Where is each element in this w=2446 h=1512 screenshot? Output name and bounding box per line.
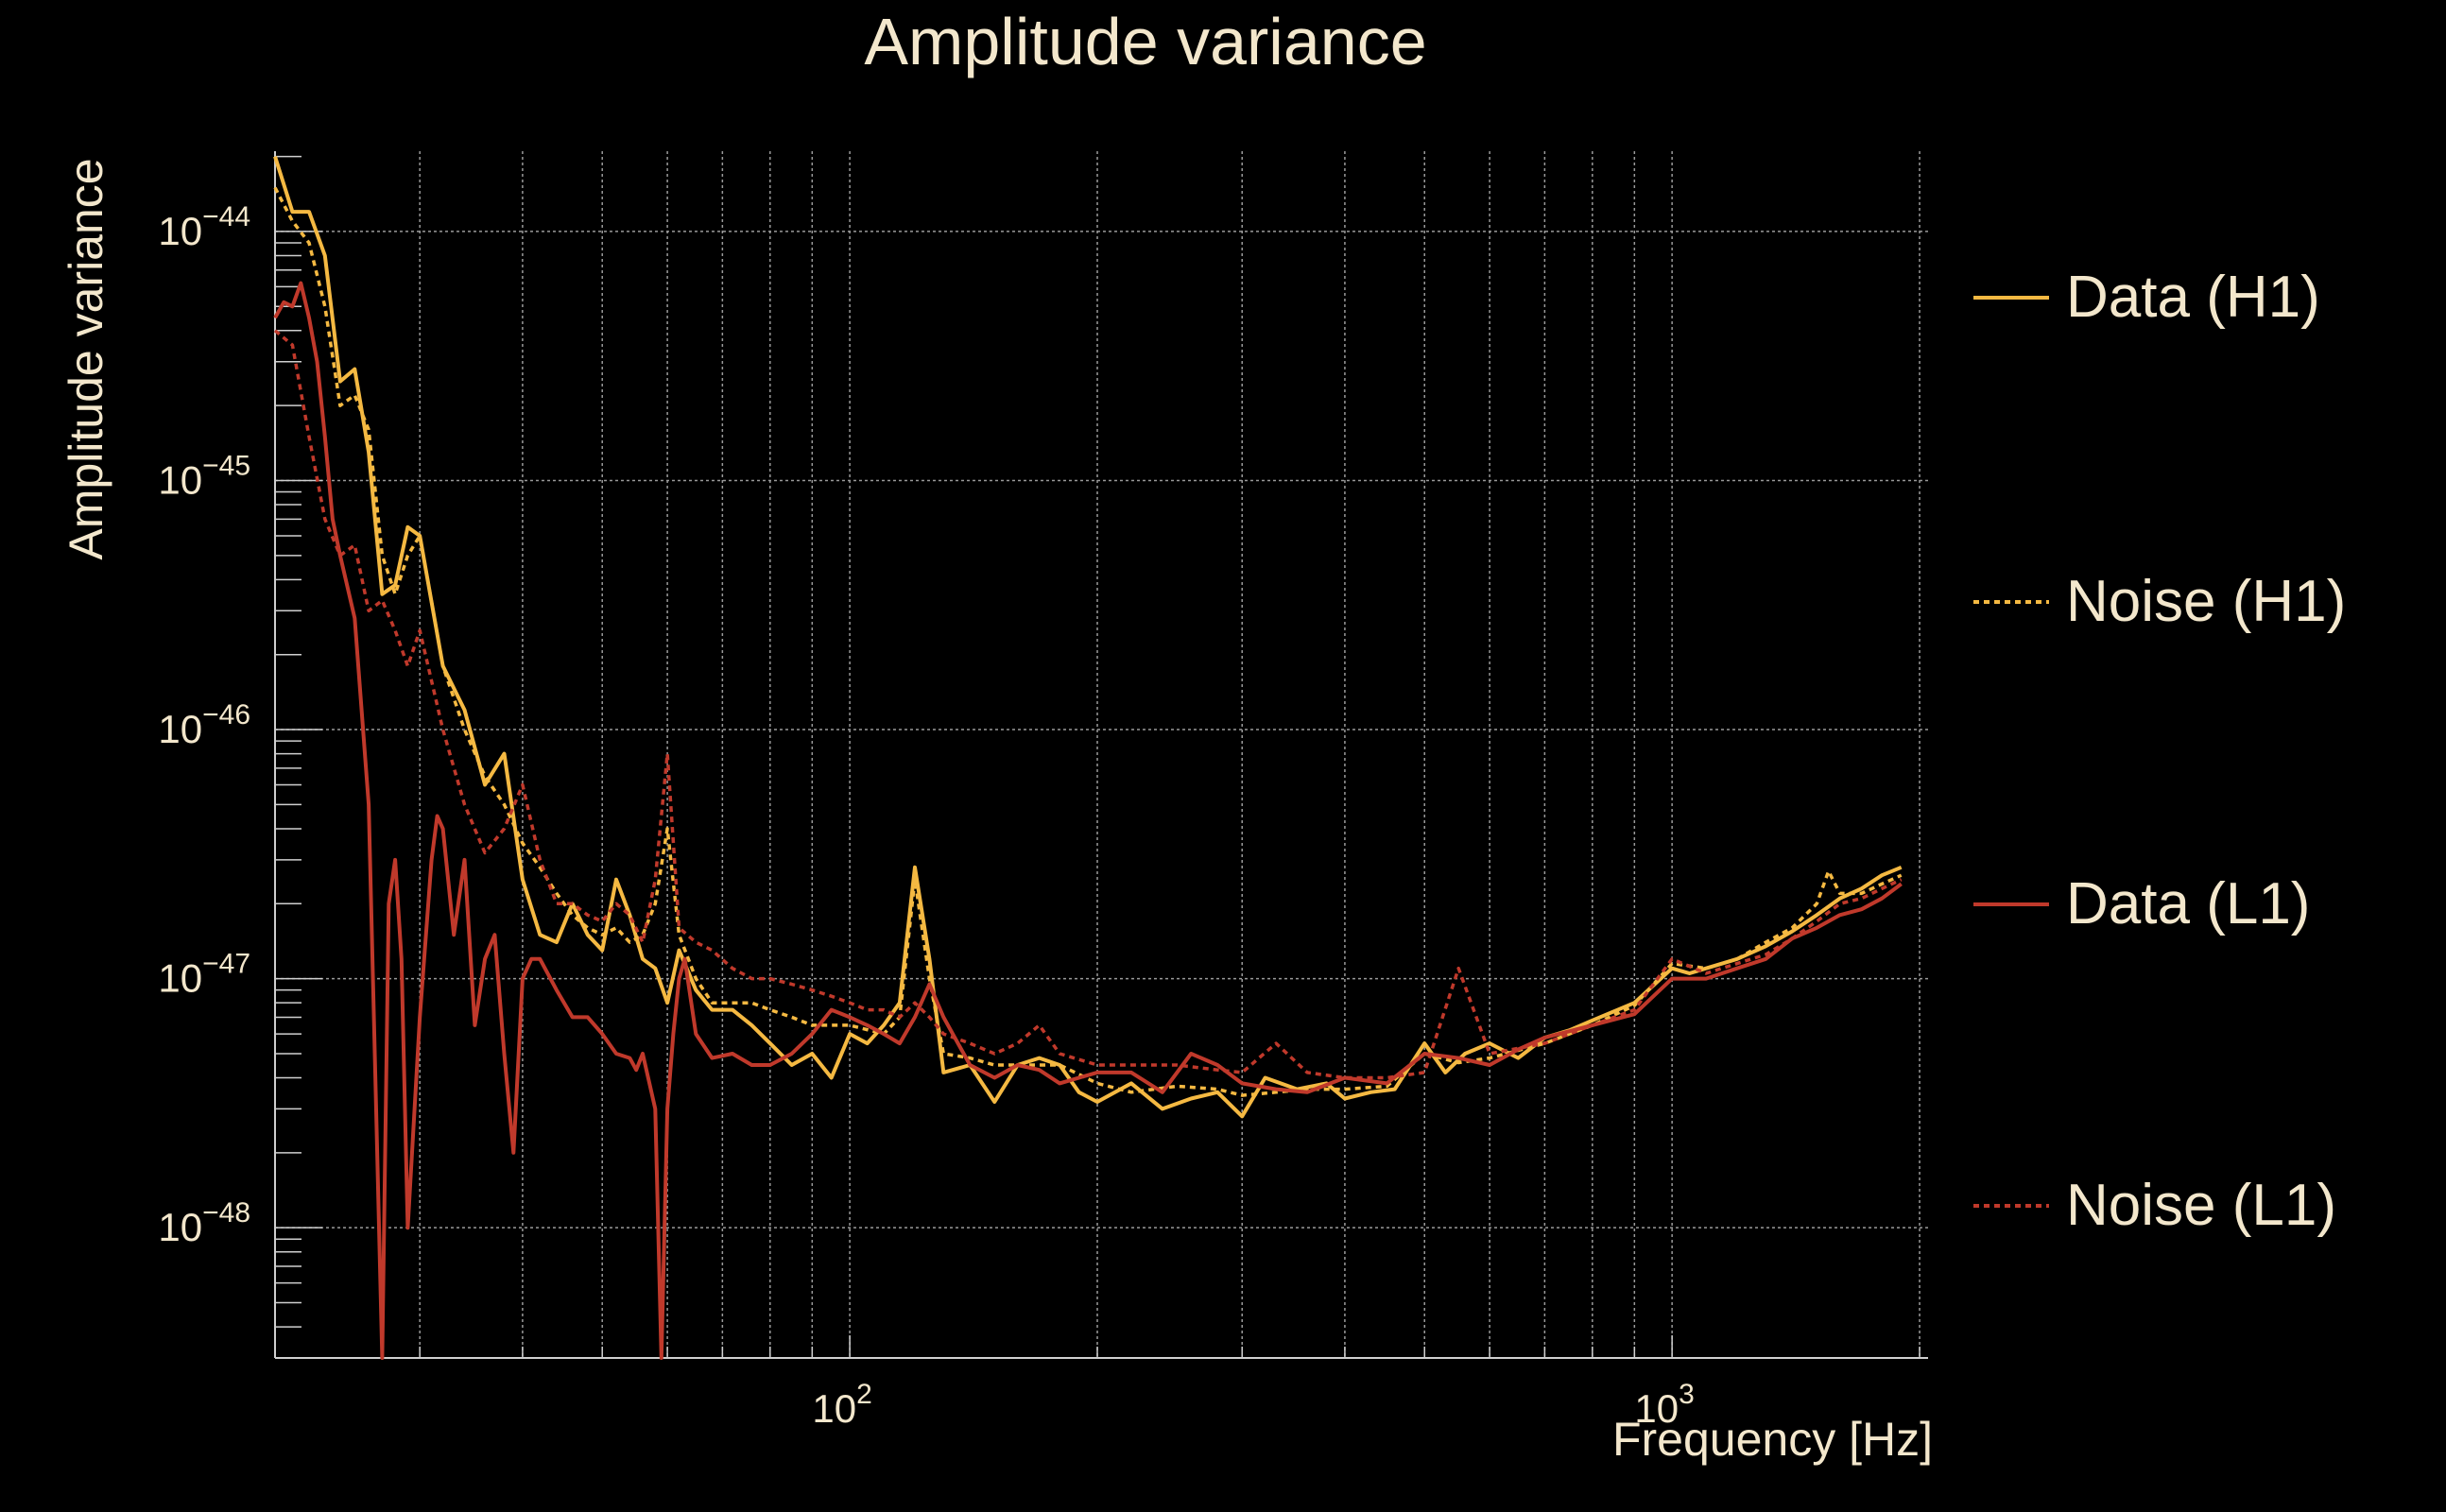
- series-line-data-l1: [273, 281, 1903, 1360]
- series-line-noise-l1: [273, 329, 1903, 1080]
- grid: [275, 151, 1928, 1358]
- legend: Data (H1) Noise (H1) Data (L1) Noise (L1): [1973, 265, 2346, 1238]
- legend-label: Data (H1): [2066, 265, 2320, 330]
- chart-title: Amplitude variance: [864, 5, 1426, 78]
- x-axis-label: Frequency [Hz]: [1612, 1413, 1933, 1466]
- legend-label: Noise (H1): [2066, 569, 2346, 634]
- series-layer: [273, 155, 1903, 1360]
- y-axis-label: Amplitude variance: [60, 158, 112, 559]
- legend-label: Noise (L1): [2066, 1173, 2336, 1238]
- legend-label: Data (L1): [2066, 871, 2310, 936]
